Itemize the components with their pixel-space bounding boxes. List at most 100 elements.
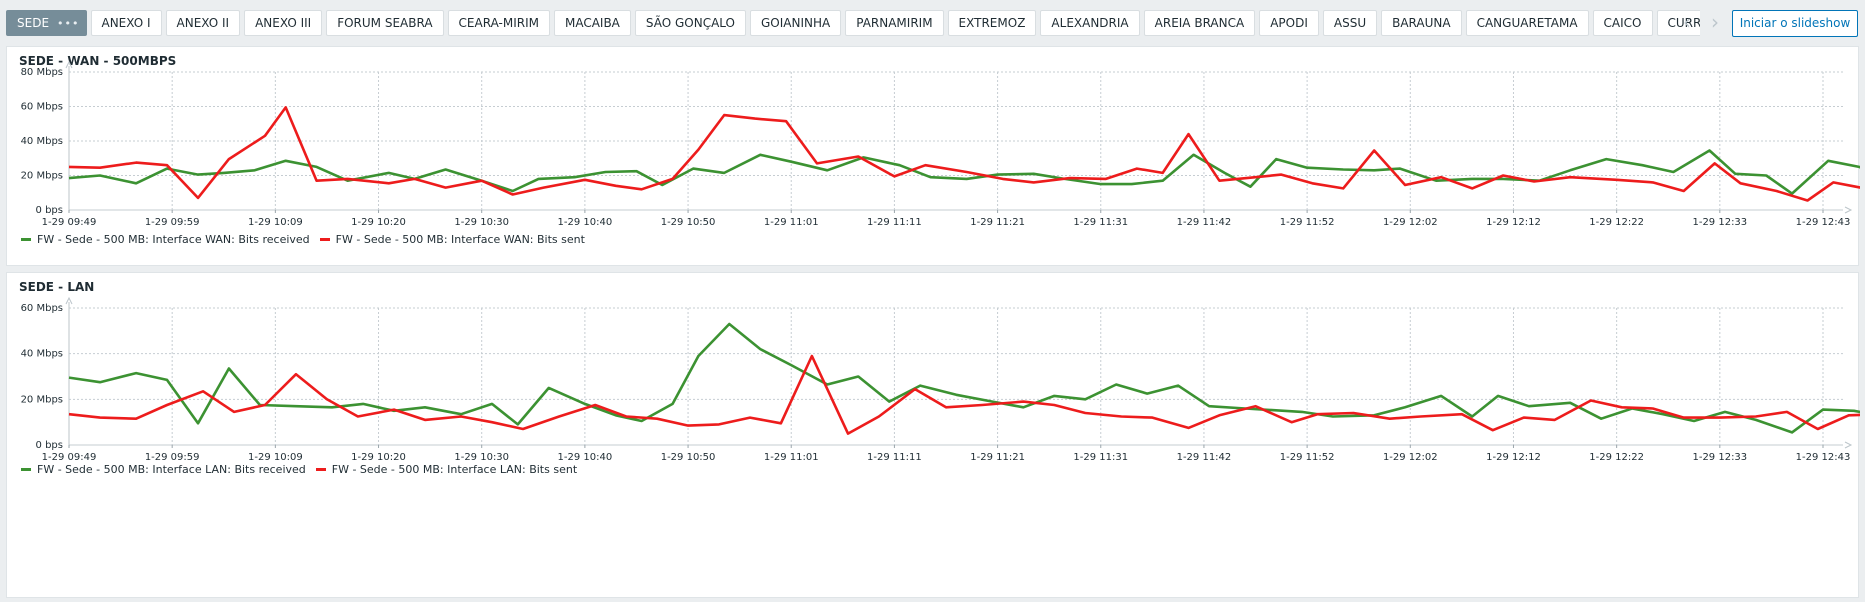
series-line-received <box>68 322 1860 434</box>
x-tick-label: 1-29 11:01 <box>764 217 819 228</box>
legend-swatch <box>319 238 330 241</box>
x-tick-label: 1-29 11:11 <box>867 217 922 228</box>
x-tick-label: 1-29 11:01 <box>764 452 819 463</box>
legend-label: FW - Sede - 500 MB: Interface WAN: Bits … <box>37 233 310 246</box>
tab-label: SEDE <box>17 16 50 30</box>
y-tick-label: 60 Mbps <box>21 303 63 314</box>
y-tick-label: 20 Mbps <box>21 394 63 405</box>
tab-label: CURRAIS NO <box>1667 16 1701 30</box>
x-tick-label: 1-29 11:42 <box>1177 452 1232 463</box>
tab-navigation: ‹ › <box>1678 12 1728 34</box>
chevron-right-icon[interactable]: › <box>1711 10 1719 34</box>
tab-macaiba[interactable]: MACAIBA <box>553 10 631 36</box>
wan-traffic-chart: 0 bps 20 Mbps 40 Mbps 60 Mbps 80 Mbps 1-29 09… <box>21 60 1860 228</box>
y-tick-label: 80 Mbps <box>21 67 63 78</box>
tab-label: PARNAMIRIM <box>856 16 933 30</box>
tab-label: CAICO <box>1603 16 1642 30</box>
chart-legend: FW - Sede - 500 MB: Interface WAN: Bits … <box>21 233 585 246</box>
x-tick-label: 1-29 10:30 <box>454 452 509 463</box>
x-tick-label: 1-29 12:22 <box>1589 452 1644 463</box>
graph-panel-wan: SEDE - WAN - 500MBPS 0 bps 20 Mbps 40 Mbps… <box>6 46 1860 266</box>
tab-assu[interactable]: ASSU <box>1322 10 1378 36</box>
tab-sede[interactable]: SEDE ••• <box>6 10 87 36</box>
tab-label: ASSU <box>1333 16 1367 30</box>
tab-parnamirim[interactable]: PARNAMIRIM <box>845 10 944 36</box>
x-tick-label: 1-29 12:33 <box>1692 217 1747 228</box>
tab-label: ALEXANDRIA <box>1051 16 1129 30</box>
tab-label: BARAUNA <box>1392 16 1451 30</box>
y-axis-arrow <box>65 296 73 305</box>
x-tick-label: 1-29 12:02 <box>1383 452 1438 463</box>
tab-areia-branca[interactable]: AREIA BRANCA <box>1143 10 1256 36</box>
legend-item[interactable]: FW - Sede - 500 MB: Interface WAN: Bits … <box>21 233 310 246</box>
x-tick-label: 1-29 10:20 <box>351 217 406 228</box>
tab-apodi[interactable]: APODI <box>1259 10 1319 36</box>
panel-title: SEDE - LAN <box>19 280 95 294</box>
tab-label: AREIA BRANCA <box>1154 16 1245 30</box>
legend-swatch <box>21 468 31 471</box>
y-tick-label: 0 bps <box>36 205 63 216</box>
legend-item[interactable]: FW - Sede - 500 MB: Interface WAN: Bits … <box>319 233 585 246</box>
x-tick-label: 1-29 12:22 <box>1589 217 1644 228</box>
x-tick-label: 1-29 11:21 <box>970 452 1025 463</box>
tab-caico[interactable]: CAICO <box>1592 10 1653 36</box>
series-line-sent <box>68 106 1860 202</box>
dashboard-page-tabbar: SEDE ••• ANEXO I ANEXO II ANEXO III FORUM SEA… <box>0 0 1865 46</box>
legend-item[interactable]: FW - Sede - 500 MB: Interface LAN: Bits … <box>315 463 577 476</box>
x-axis-arrow <box>1844 441 1853 449</box>
x-tick-label: 1-29 12:02 <box>1383 217 1438 228</box>
x-tick-label: 1-29 10:50 <box>661 452 716 463</box>
x-tick-label: 1-29 09:49 <box>42 452 97 463</box>
y-tick-label: 60 Mbps <box>21 102 63 113</box>
x-tick-label: 1-29 12:43 <box>1796 217 1851 228</box>
tab-goianinha[interactable]: GOIANINHA <box>750 10 842 36</box>
graph-panel-lan: SEDE - LAN 0 bps 20 Mbps 40 Mbps 60 Mbps 1-2… <box>6 272 1860 598</box>
x-tick-label: 1-29 11:21 <box>970 217 1025 228</box>
tab-são-gonçalo[interactable]: SÃO GONÇALO <box>634 10 746 36</box>
tab-canguaretama[interactable]: CANGUARETAMA <box>1465 10 1589 36</box>
tab-label: ANEXO II <box>176 16 230 30</box>
x-tick-label: 1-29 10:40 <box>558 217 613 228</box>
legend-label: FW - Sede - 500 MB: Interface LAN: Bits … <box>37 463 306 476</box>
x-tick-label: 1-29 11:52 <box>1280 452 1335 463</box>
series-line-received <box>68 149 1860 195</box>
x-tick-label: 1-29 12:33 <box>1692 452 1747 463</box>
tab-label: SÃO GONÇALO <box>645 16 735 30</box>
x-tick-label: 1-29 10:50 <box>661 217 716 228</box>
x-tick-label: 1-29 10:09 <box>248 452 303 463</box>
y-tick-label: 40 Mbps <box>21 136 63 147</box>
tab-forum-seabra[interactable]: FORUM SEABRA <box>326 10 444 36</box>
x-tick-label: 1-29 09:59 <box>145 217 200 228</box>
tab-label: CEARA-MIRIM <box>458 16 539 30</box>
x-tick-label: 1-29 11:52 <box>1280 217 1335 228</box>
tab-extremoz[interactable]: EXTREMOZ <box>947 10 1037 36</box>
tab-anexo-i[interactable]: ANEXO I <box>90 10 162 36</box>
x-tick-label: 1-29 09:49 <box>42 217 97 228</box>
tab-anexo-iii[interactable]: ANEXO III <box>244 10 323 36</box>
x-tick-label: 1-29 11:11 <box>867 452 922 463</box>
x-tick-label: 1-29 09:59 <box>145 452 200 463</box>
x-tick-label: 1-29 10:09 <box>248 217 303 228</box>
x-tick-label: 1-29 10:40 <box>558 452 613 463</box>
x-tick-label: 1-29 12:12 <box>1486 452 1541 463</box>
tab-alexandria[interactable]: ALEXANDRIA <box>1040 10 1140 36</box>
tab-anexo-ii[interactable]: ANEXO II <box>165 10 241 36</box>
ellipsis-icon[interactable]: ••• <box>57 17 80 30</box>
legend-swatch <box>315 468 326 471</box>
legend-item[interactable]: FW - Sede - 500 MB: Interface LAN: Bits … <box>21 463 306 476</box>
chart-legend: FW - Sede - 500 MB: Interface LAN: Bits … <box>21 463 577 476</box>
page-tabs: SEDE ••• ANEXO I ANEXO II ANEXO III FORUM SEA… <box>6 10 1700 36</box>
tab-ceara-mirim[interactable]: CEARA-MIRIM <box>447 10 550 36</box>
tab-barauna[interactable]: BARAUNA <box>1381 10 1462 36</box>
x-axis-arrow <box>1844 206 1853 214</box>
tab-label: ANEXO III <box>255 16 312 30</box>
tab-label: FORUM SEABRA <box>337 16 433 30</box>
lan-traffic-chart: 0 bps 20 Mbps 40 Mbps 60 Mbps 1-29 09:49 1-29… <box>21 296 1860 463</box>
tab-label: EXTREMOZ <box>958 16 1026 30</box>
chevron-left-icon[interactable]: ‹ <box>1683 10 1691 34</box>
start-slideshow-button[interactable]: Iniciar o slideshow <box>1732 10 1858 37</box>
tab-label: MACAIBA <box>564 16 620 30</box>
tab-currais-no[interactable]: CURRAIS NO <box>1656 10 1701 36</box>
x-tick-label: 1-29 11:31 <box>1073 217 1128 228</box>
x-tick-label: 1-29 12:12 <box>1486 217 1541 228</box>
